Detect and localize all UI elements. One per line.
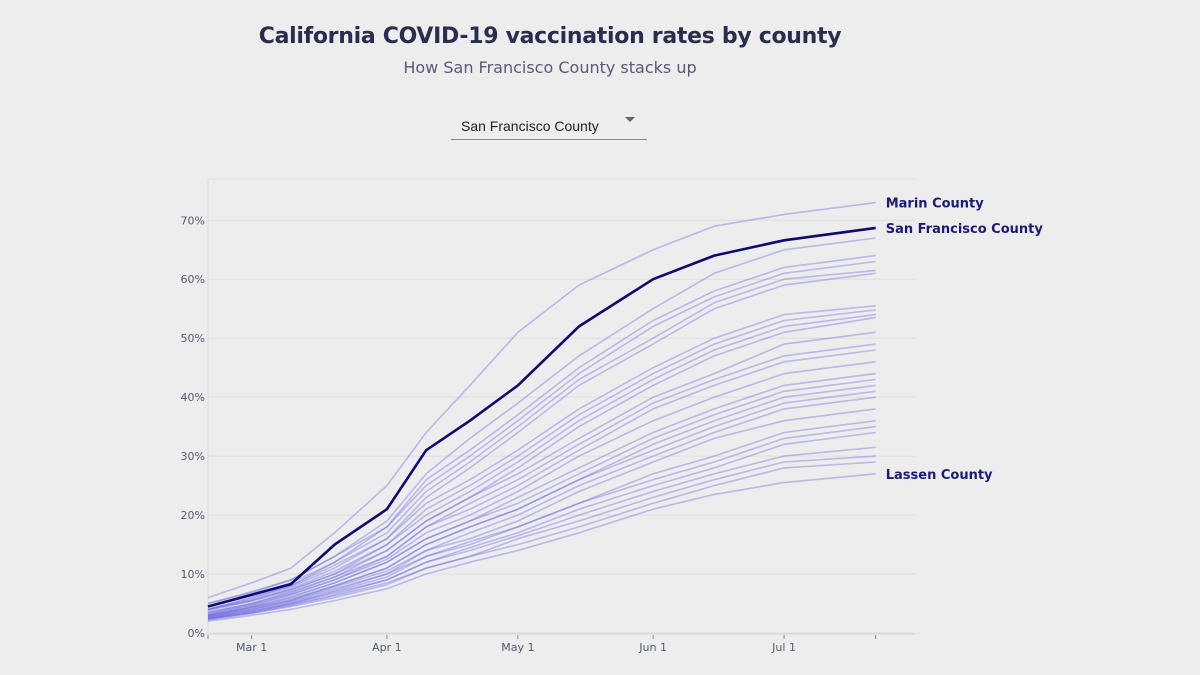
county-line <box>207 378 876 617</box>
series-annotation: Marin County <box>886 197 985 212</box>
county-line <box>207 237 876 605</box>
x-tick-label: Apr 1 <box>372 641 402 654</box>
county-line <box>207 201 876 599</box>
county-line <box>207 305 876 611</box>
county-line <box>207 431 876 620</box>
county-line <box>207 349 876 615</box>
county-line <box>207 313 876 611</box>
x-tick-label: Jul 1 <box>771 641 796 654</box>
county-line <box>207 309 876 611</box>
county-line <box>207 396 876 618</box>
y-tick-label: 60% <box>181 273 205 286</box>
y-tick-label: 40% <box>181 391 205 404</box>
y-tick-label: 30% <box>181 450 205 463</box>
county-line <box>207 461 876 621</box>
y-tick-label: 10% <box>181 568 205 581</box>
county-line <box>207 408 876 618</box>
x-tick-label: May 1 <box>501 641 534 654</box>
gridlines <box>207 178 915 634</box>
county-line <box>207 446 876 620</box>
y-tick-label: 20% <box>181 509 205 522</box>
axes: 0% 10% 20% 30% 40% 50% 60% 70% Mar 1 Apr 1 May 1 Ju… <box>181 214 915 654</box>
county-selector-value: San Francisco County <box>461 118 599 134</box>
county-line <box>207 331 876 614</box>
county-line <box>207 473 876 622</box>
county-line <box>207 455 876 621</box>
series-annotation: San Francisco County <box>886 222 1044 237</box>
annotations: Marin County San Francisco County Lassen C… <box>886 197 1044 483</box>
county-line <box>207 419 876 619</box>
county-line <box>207 372 876 617</box>
series-annotation: Lassen County <box>886 468 993 483</box>
county-line <box>207 343 876 614</box>
series-lines <box>207 201 876 622</box>
county-line <box>207 384 876 617</box>
county-line <box>207 425 876 620</box>
county-selector[interactable]: San Francisco County <box>451 110 647 140</box>
y-tick-label: 50% <box>181 332 205 345</box>
caret-down-icon[interactable] <box>625 117 635 122</box>
county-line <box>207 390 876 618</box>
x-tick-label: Jun 1 <box>638 641 667 654</box>
chart-subtitle: How San Francisco County stacks up <box>403 58 697 77</box>
x-tick-label: Mar 1 <box>236 641 267 654</box>
county-line <box>207 254 876 605</box>
county-line <box>207 316 876 612</box>
county-line <box>207 269 876 608</box>
chart-title: California COVID-19 vaccination rates by… <box>258 24 842 49</box>
county-line <box>207 361 876 615</box>
y-tick-label: 70% <box>181 214 205 227</box>
y-tick-label: 0% <box>188 627 205 640</box>
highlighted-county-line <box>207 226 876 608</box>
county-line <box>207 272 876 611</box>
